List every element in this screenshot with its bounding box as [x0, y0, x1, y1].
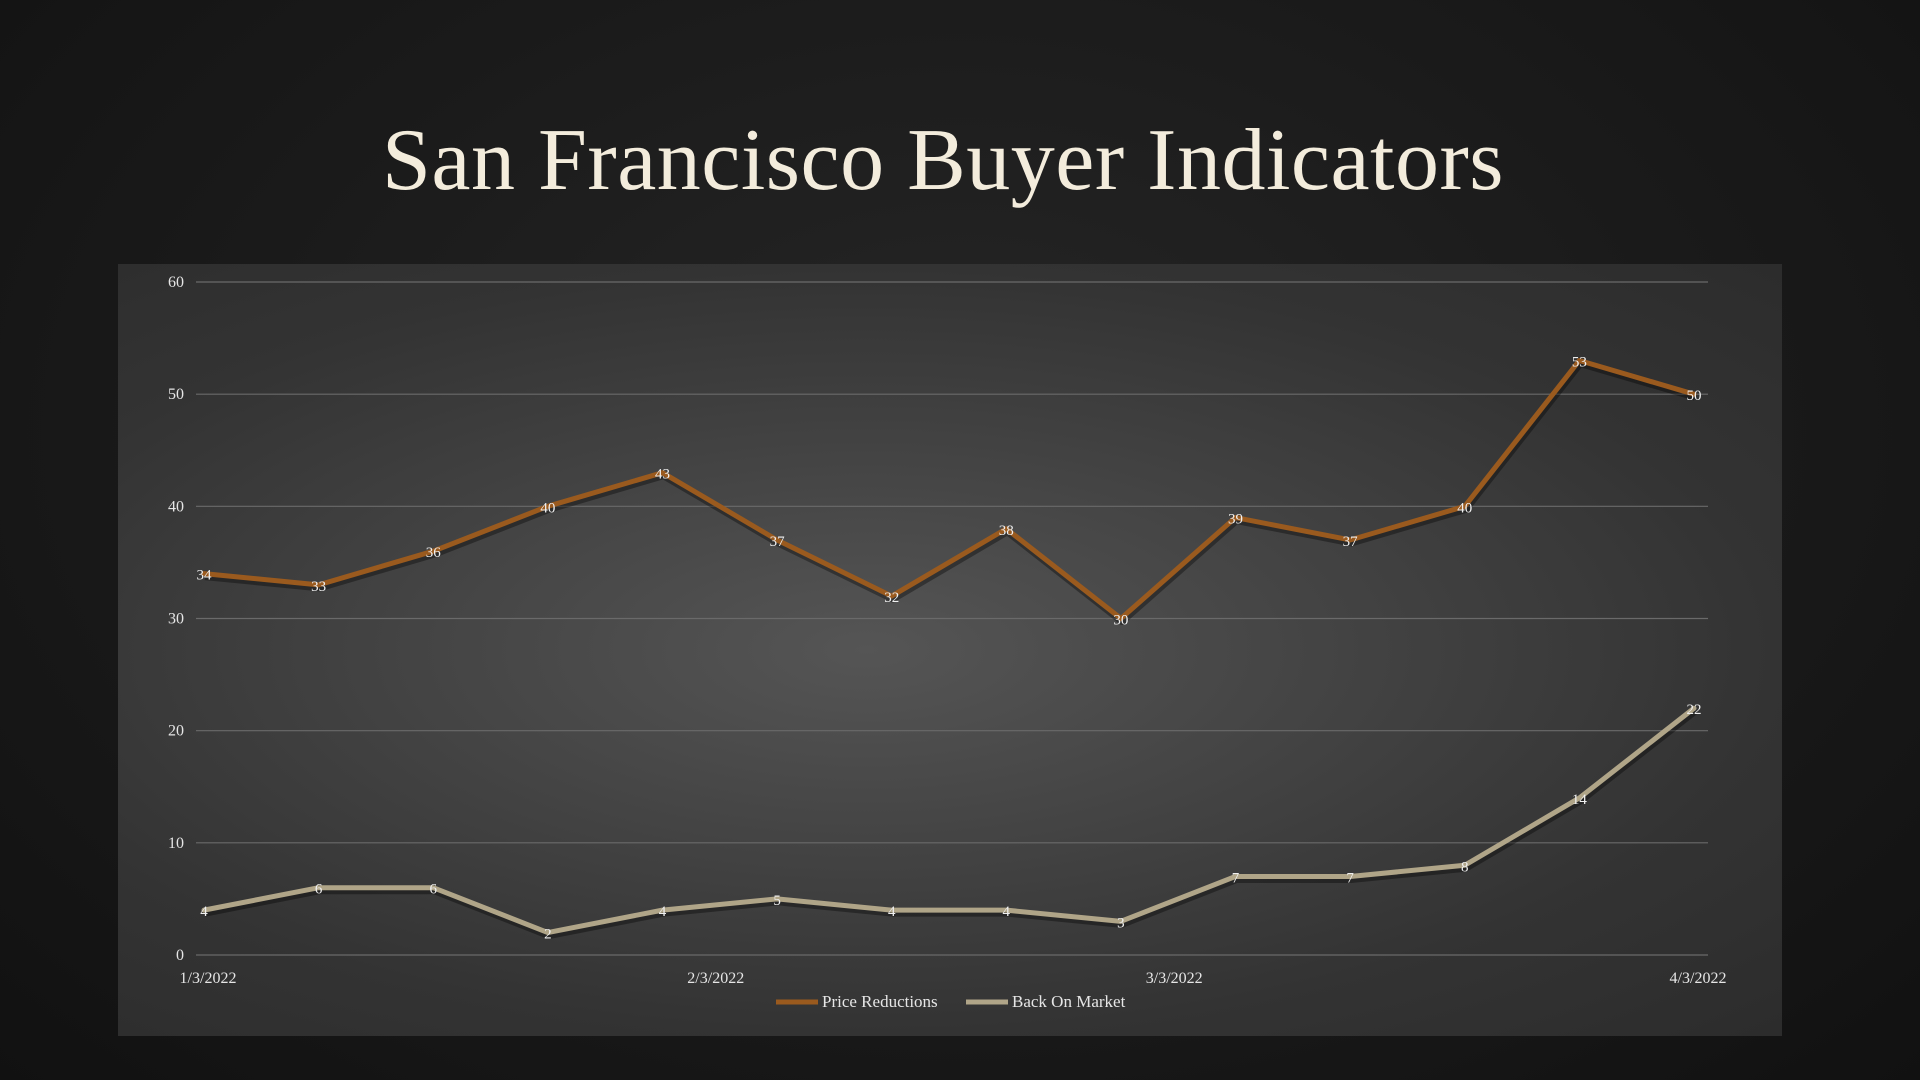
data-label: 36 — [426, 545, 442, 561]
data-label: 40 — [540, 500, 555, 516]
data-label: 40 — [1457, 500, 1472, 516]
data-label: 50 — [1687, 388, 1702, 404]
data-label: 53 — [1572, 355, 1587, 371]
data-label: 3 — [1117, 915, 1125, 931]
x-tick-label: 4/3/2022 — [1670, 970, 1727, 987]
chart-panel: 0 10 20 30 40 50 60 1/3/2022 2/3/2022 3/3/2022 4/… — [118, 264, 1782, 1036]
data-label: 38 — [999, 523, 1014, 539]
y-axis-ticks: 0 10 20 30 40 50 60 — [168, 274, 184, 964]
data-label: 4 — [888, 904, 896, 920]
data-label: 34 — [197, 568, 213, 584]
series-shadow — [204, 708, 1698, 940]
data-label: 39 — [1228, 512, 1243, 528]
data-label: 37 — [770, 534, 786, 550]
data-label: 30 — [1113, 613, 1128, 629]
x-axis-ticks: 1/3/2022 2/3/2022 3/3/2022 4/3/2022 — [180, 970, 1727, 987]
data-label: 4 — [659, 904, 667, 920]
data-label: 5 — [773, 893, 781, 909]
legend: Price Reductions Back On Market — [776, 992, 1126, 1011]
y-tick-label: 20 — [168, 723, 184, 740]
y-tick-label: 10 — [168, 835, 184, 852]
x-tick-label: 3/3/2022 — [1146, 970, 1203, 987]
series-line-price-reductions — [201, 358, 1697, 621]
data-label: 7 — [1232, 870, 1240, 886]
series-lines — [201, 358, 1698, 940]
legend-label: Back On Market — [1012, 992, 1126, 1011]
y-tick-label: 60 — [168, 274, 184, 291]
data-label: 6 — [315, 882, 323, 898]
series-shadow — [204, 360, 1696, 625]
line-chart: 0 10 20 30 40 50 60 1/3/2022 2/3/2022 3/3/2022 4/… — [168, 274, 1727, 1011]
data-label: 14 — [1572, 792, 1588, 808]
data-label: 32 — [884, 590, 899, 606]
gridlines — [196, 281, 1708, 956]
data-label: 22 — [1687, 702, 1702, 718]
legend-label: Price Reductions — [822, 992, 938, 1011]
data-label: 37 — [1343, 534, 1359, 550]
y-tick-label: 0 — [176, 947, 184, 964]
x-tick-label: 1/3/2022 — [180, 970, 237, 987]
slide-title: San Francisco Buyer Indicators — [381, 112, 1505, 209]
y-tick-label: 30 — [168, 611, 184, 628]
series-line-back-on-market — [201, 705, 1697, 936]
data-label: 4 — [200, 904, 208, 920]
y-tick-label: 40 — [168, 498, 184, 515]
x-tick-label: 2/3/2022 — [687, 970, 744, 987]
data-label: 8 — [1461, 859, 1469, 875]
y-tick-label: 50 — [168, 386, 184, 403]
data-label: 6 — [429, 882, 437, 898]
data-label: 33 — [311, 579, 326, 595]
data-label: 4 — [1003, 904, 1011, 920]
data-label: 2 — [544, 927, 552, 943]
data-label: 43 — [655, 467, 670, 483]
data-label: 7 — [1346, 870, 1354, 886]
